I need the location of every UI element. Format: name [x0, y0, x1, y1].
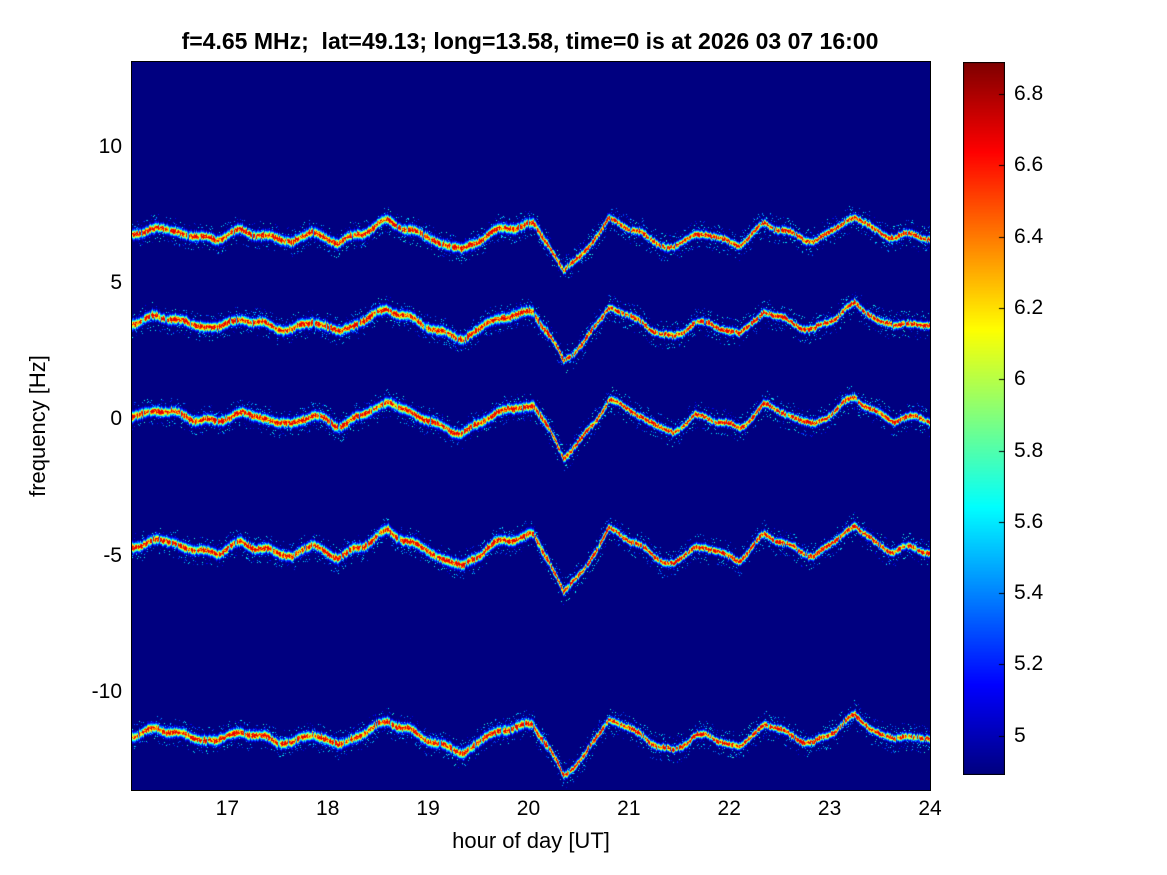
colorbar-tick-label: 6.6 [1014, 153, 1044, 177]
colorbar-tick-label: 5.8 [1014, 438, 1044, 462]
y-tick-label: 0 [110, 407, 122, 431]
colorbar-tick-label: 6.4 [1014, 224, 1044, 248]
y-axis-label: frequency [Hz] [25, 355, 50, 497]
colorbar-tick-label: 5.6 [1014, 509, 1044, 533]
x-tick-label: 19 [416, 797, 440, 820]
colorbar-tick-label: 5 [1014, 723, 1026, 747]
y-tick-label: 10 [98, 134, 122, 158]
y-tick-label: -10 [91, 679, 122, 703]
chart-title: f=4.65 MHz; lat=49.13; long=13.58, time=… [181, 28, 879, 54]
y-axis-label-wrap: frequency [Hz] [18, 62, 58, 790]
x-axis-label: hour of day [UT] [452, 828, 610, 853]
colorbar-tick-label: 5.4 [1014, 581, 1044, 605]
colorbar-tick-label: 6.8 [1014, 82, 1044, 106]
spectrogram-plot-canvas [132, 62, 930, 790]
colorbar-tick-label: 5.2 [1014, 652, 1044, 676]
x-tick-label: 23 [817, 797, 842, 820]
y-tick-label: 5 [110, 270, 122, 294]
colorbar-tick-label: 6 [1014, 367, 1026, 391]
x-tick-label: 24 [918, 797, 942, 820]
x-tick-label: 17 [215, 797, 240, 820]
x-tick-label: 21 [617, 797, 641, 820]
y-tick-label: -5 [103, 543, 122, 567]
x-tick-label: 20 [516, 797, 541, 820]
colorbar-tick-label: 6.2 [1014, 295, 1044, 319]
colorbar [963, 62, 1005, 775]
x-tick-label: 18 [316, 797, 340, 820]
x-tick-label: 22 [717, 797, 741, 820]
